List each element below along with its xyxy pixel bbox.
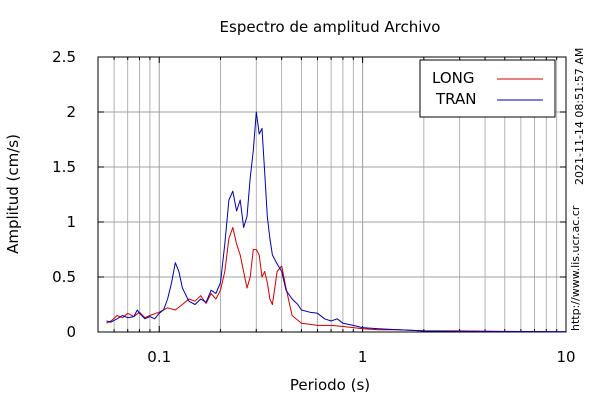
legend: LONG TRAN <box>419 59 556 118</box>
series-lines <box>106 111 567 333</box>
x-axis-label: Periodo (s) <box>290 376 370 394</box>
legend-box <box>419 59 556 118</box>
chart-title: Espectro de amplitud Archivo <box>220 18 441 36</box>
timestamp-label: 2021-11-14 08:51:57 AM <box>573 48 586 185</box>
y-tick-label: 2.5 <box>52 48 76 66</box>
legend-label-long: LONG <box>432 69 474 87</box>
y-tick-label: 1 <box>66 213 76 231</box>
x-tick-label: 0.1 <box>147 348 171 366</box>
y-tick-label: 2 <box>66 103 76 121</box>
x-tick-label: 1 <box>358 348 368 366</box>
y-tick-label: 0.5 <box>52 268 76 286</box>
axis-ticks: 0 0.5 1 1.5 2 2.5 0.1 1 10 <box>52 48 575 366</box>
series-line-long <box>106 227 567 333</box>
plot-area-frame <box>97 56 567 333</box>
x-tick-label: 10 <box>556 348 575 366</box>
series-line-tran <box>106 111 567 333</box>
legend-label-tran: TRAN <box>435 90 476 108</box>
url-label: http://www.lis.ucr.ac.cr <box>569 205 582 331</box>
y-tick-label: 1.5 <box>52 158 76 176</box>
y-axis-label: Amplitud (cm/s) <box>4 134 22 254</box>
y-tick-label: 0 <box>66 323 76 341</box>
